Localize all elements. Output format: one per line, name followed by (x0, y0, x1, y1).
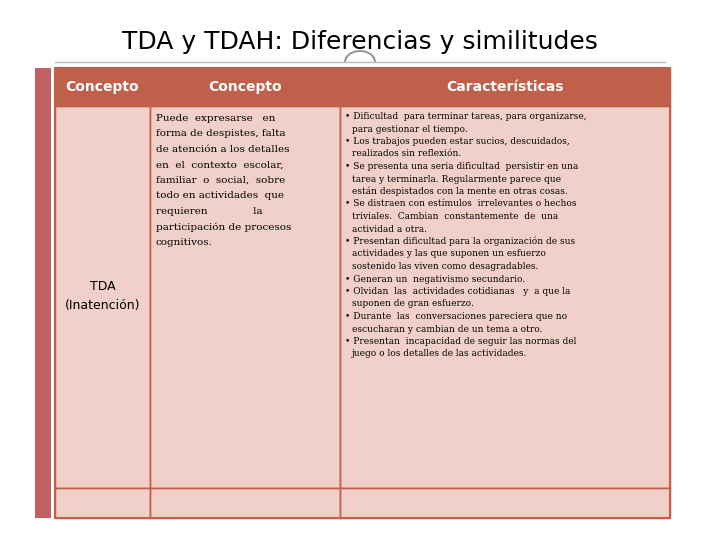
Text: • Se distraen con estímulos  irrelevantes o hechos: • Se distraen con estímulos irrelevantes… (345, 199, 577, 208)
Text: (Inatención): (Inatención) (65, 299, 140, 312)
Text: tarea y terminarla. Regularmente parece que: tarea y terminarla. Regularmente parece … (352, 174, 561, 184)
Bar (150, 488, 340, 518)
Text: Características: Características (446, 80, 564, 94)
Text: actividades y las que suponen un esfuerzo: actividades y las que suponen un esfuerz… (352, 249, 546, 259)
Bar (150, 68, 340, 106)
Text: cognitivos.: cognitivos. (156, 238, 213, 247)
Text: Concepto: Concepto (66, 80, 139, 94)
Text: de atención a los detalles: de atención a los detalles (156, 145, 289, 154)
Text: escucharan y cambian de un tema a otro.: escucharan y cambian de un tema a otro. (352, 325, 542, 334)
Bar (55, 106, 150, 488)
Text: actividad a otra.: actividad a otra. (352, 225, 427, 233)
Text: suponen de gran esfuerzo.: suponen de gran esfuerzo. (352, 300, 474, 308)
Text: • Presentan dificultad para la organización de sus: • Presentan dificultad para la organizac… (345, 237, 575, 246)
Bar (35, 68, 51, 518)
Bar (150, 106, 340, 488)
Text: • Durante  las  conversaciones pareciera que no: • Durante las conversaciones pareciera q… (345, 312, 567, 321)
Text: forma de despistes, falta: forma de despistes, falta (156, 130, 286, 138)
Text: Puede  expresarse   en: Puede expresarse en (156, 114, 275, 123)
Bar (340, 488, 670, 518)
Text: participación de procesos: participación de procesos (156, 222, 292, 232)
Bar (340, 68, 670, 106)
Text: para gestionar el tiempo.: para gestionar el tiempo. (352, 125, 468, 133)
Text: sostenido las viven como desagradables.: sostenido las viven como desagradables. (352, 262, 539, 271)
Text: están despistados con la mente en otras cosas.: están despistados con la mente en otras … (352, 187, 568, 197)
Text: juego o los detalles de las actividades.: juego o los detalles de las actividades. (352, 349, 527, 359)
Text: • Se presenta una seria dificultad  persistir en una: • Se presenta una seria dificultad persi… (345, 162, 578, 171)
Text: requieren              la: requieren la (156, 207, 263, 216)
Text: realizados sin reflexión.: realizados sin reflexión. (352, 150, 462, 159)
Text: • Presentan  incapacidad de seguir las normas del: • Presentan incapacidad de seguir las no… (345, 337, 577, 346)
Text: • Dificultad  para terminar tareas, para organizarse,: • Dificultad para terminar tareas, para … (345, 112, 587, 121)
Text: • Olvidan  las  actividades cotidianas   y  a que la: • Olvidan las actividades cotidianas y a… (345, 287, 570, 296)
Bar (340, 106, 670, 488)
Text: Concepto: Concepto (208, 80, 282, 94)
Text: todo en actividades  que: todo en actividades que (156, 192, 284, 200)
Text: • Los trabajos pueden estar sucios, descuidados,: • Los trabajos pueden estar sucios, desc… (345, 137, 570, 146)
Text: • Generan un  negativismo secundario.: • Generan un negativismo secundario. (345, 274, 526, 284)
Bar (55, 68, 670, 518)
Bar (55, 488, 150, 518)
Text: familiar  o  social,  sobre: familiar o social, sobre (156, 176, 285, 185)
Text: TDA: TDA (90, 280, 115, 294)
Text: en  el  contexto  escolar,: en el contexto escolar, (156, 160, 284, 170)
Text: TDA y TDAH: Diferencias y similitudes: TDA y TDAH: Diferencias y similitudes (122, 30, 598, 54)
Bar (55, 68, 150, 106)
Text: triviales.  Cambian  constantemente  de  una: triviales. Cambian constantemente de una (352, 212, 558, 221)
